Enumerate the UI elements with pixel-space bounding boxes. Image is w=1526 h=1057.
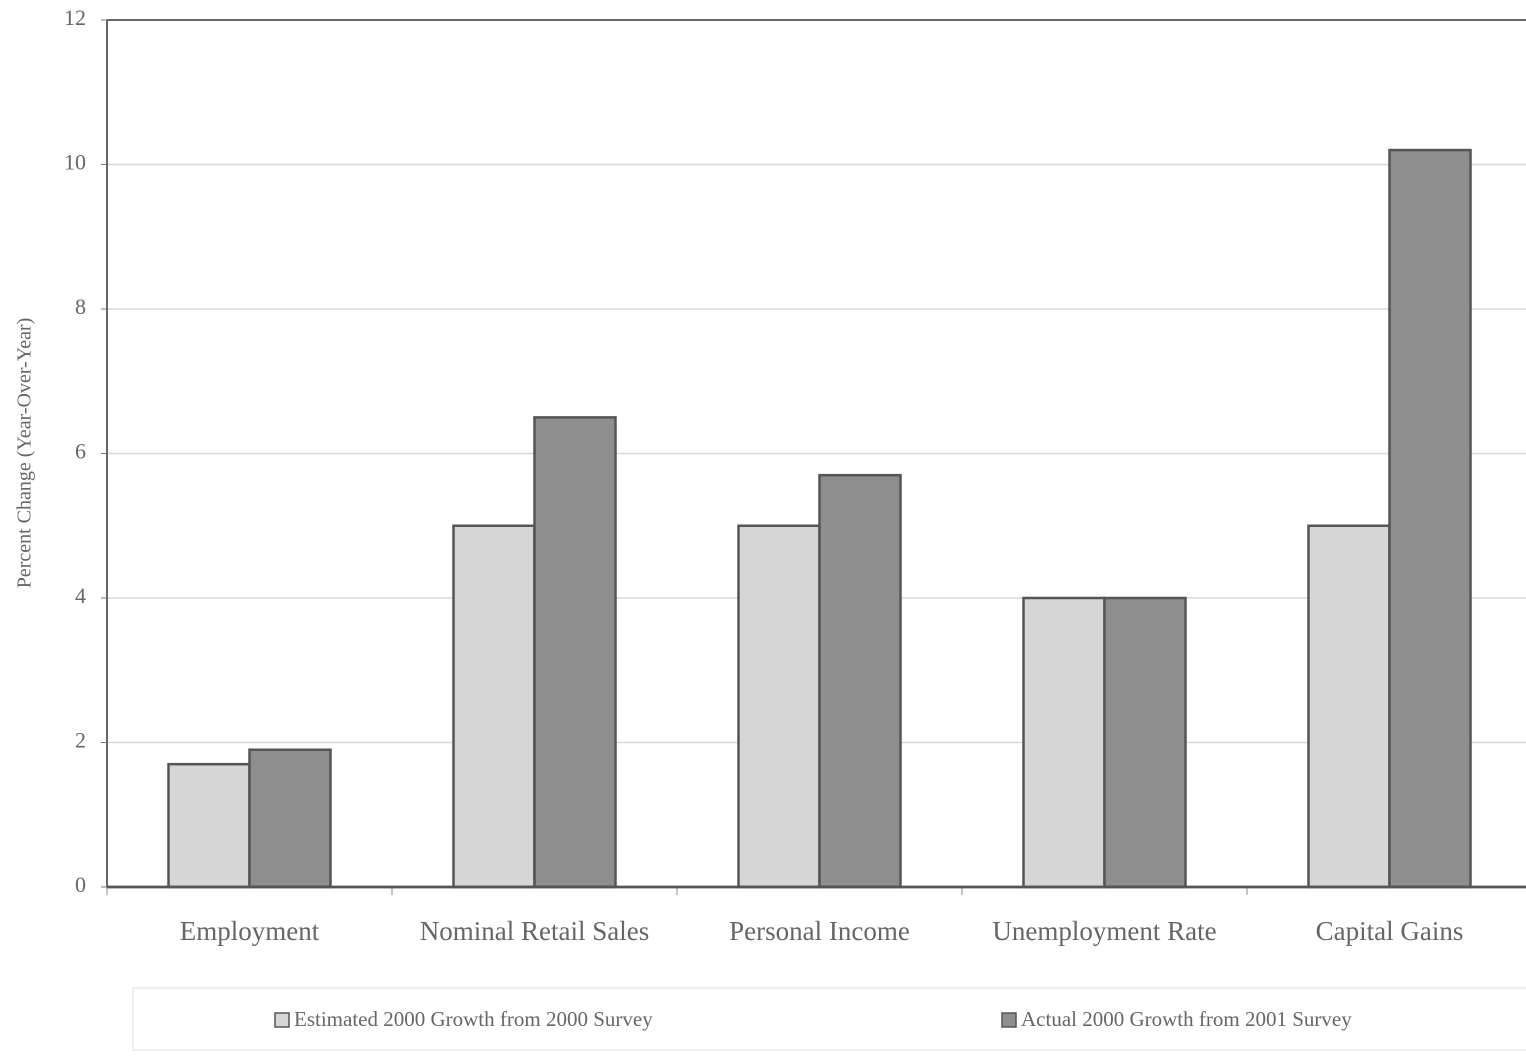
bar	[818, 473, 902, 889]
y-tick-label: 8	[75, 294, 86, 319]
x-tick-label: Employment	[180, 916, 320, 946]
y-axis-label: Percent Change (Year-Over-Year)	[14, 318, 36, 589]
y-tick-label: 4	[75, 583, 86, 608]
bar	[248, 748, 332, 889]
bar	[737, 524, 821, 889]
bar	[533, 416, 617, 889]
x-tick-label: Capital Gains	[1316, 916, 1464, 946]
y-tick-label: 0	[75, 872, 86, 897]
legend-label: Actual 2000 Growth from 2001 Survey	[1021, 1007, 1352, 1031]
bar	[452, 524, 536, 889]
legend-label: Estimated 2000 Growth from 2000 Survey	[294, 1007, 653, 1031]
bar	[1103, 596, 1187, 889]
x-tick-label: Personal Income	[729, 916, 910, 946]
y-tick-label: 10	[64, 150, 86, 175]
bar	[1307, 524, 1391, 889]
legend-box	[132, 987, 1526, 1051]
x-tick-label: Nominal Retail Sales	[420, 916, 649, 946]
bar	[1022, 596, 1106, 889]
legend-swatch	[274, 1012, 290, 1028]
y-tick-label: 12	[64, 5, 86, 30]
bar	[167, 762, 251, 889]
y-tick-label: 2	[75, 728, 86, 753]
bar	[1388, 148, 1472, 889]
x-tick-label: Unemployment Rate	[992, 916, 1216, 946]
y-tick-label: 6	[75, 439, 86, 464]
legend-swatch	[1001, 1012, 1017, 1028]
